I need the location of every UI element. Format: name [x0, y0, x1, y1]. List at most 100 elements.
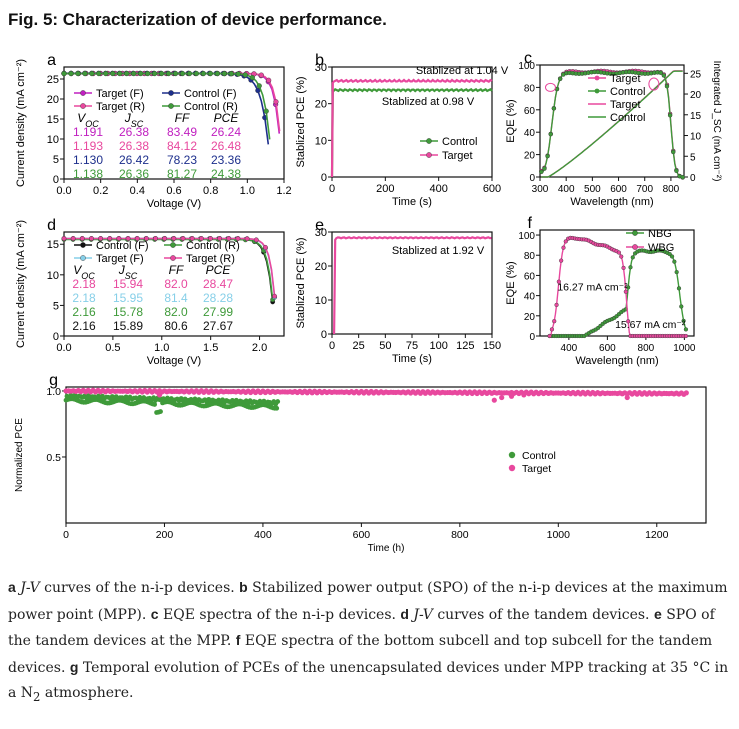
panel-label: a: [47, 52, 56, 69]
y-tick-label: 0: [53, 331, 59, 343]
plot-frame: [63, 231, 285, 337]
data-point: [208, 236, 213, 241]
caption-part: a J-V curves of the n-i-p devices.: [8, 579, 239, 596]
data-point: [551, 106, 557, 111]
x-tick-label: 300: [532, 184, 549, 195]
data-point: [547, 333, 552, 339]
caption-part: f EQE spectra of the bottom subcell and …: [8, 632, 712, 676]
caption-panel-letter: e: [653, 605, 662, 622]
data-point: [680, 175, 685, 180]
data-point: [228, 71, 234, 77]
y-axis-label: Normalized PCE: [14, 418, 25, 492]
x-tick-label: 150: [483, 340, 501, 352]
table-cell: 26.24: [211, 125, 241, 139]
data-point: [626, 285, 631, 290]
x-tick-label: 2.0: [252, 342, 267, 354]
y2-tick-label: 25: [690, 69, 702, 80]
x-axis-label: Time (h): [368, 543, 405, 554]
data-point: [96, 70, 102, 77]
caption-italic: J-V: [15, 580, 40, 596]
legend-control-r-marker: [170, 242, 176, 248]
table-cell: 26.36: [119, 167, 149, 181]
panel-label: b: [315, 52, 324, 69]
table-header-sub: SC: [125, 271, 138, 281]
data-point: [138, 70, 144, 77]
chart-d: 0.0 0.5 1.0 1.5 2.0 0 5 10 15 Voltage (V) Current …: [15, 217, 285, 367]
x-axis-label: Voltage (V): [147, 198, 201, 210]
legend-wbg-label: WBG: [648, 242, 674, 254]
y-tick-label: 20: [524, 312, 536, 323]
y-tick-label: 0.5: [46, 452, 61, 464]
y-tick-label: 20: [315, 261, 327, 273]
data-point: [263, 108, 269, 114]
data-point: [116, 236, 122, 241]
legend-target-f-marker: [80, 90, 86, 96]
x-tick-label: 400: [561, 343, 578, 354]
series-line-1: [330, 78, 493, 178]
y-tick-label: 1.0: [46, 386, 61, 398]
table-header: FF: [175, 111, 190, 125]
annotation-target: Stablized at 1.04 V: [416, 65, 509, 77]
data-point: [552, 319, 557, 324]
legend-control-label: Control: [442, 136, 477, 148]
legend-control-f-marker: [168, 90, 174, 96]
x-tick-label: 1.2: [276, 185, 291, 197]
x-tick-label: 125: [456, 340, 474, 352]
caption-panel-letter: g: [69, 658, 79, 675]
data-point: [235, 71, 241, 77]
table-cell: 81.4: [164, 291, 188, 305]
legend-control-marker: [426, 138, 432, 144]
x-tick-label: 400: [429, 183, 447, 195]
x-tick-label: 1000: [547, 529, 571, 541]
caption-panel-letter: c: [150, 605, 159, 622]
data-point: [75, 70, 81, 77]
table-cell: 28.47: [203, 277, 233, 291]
data-point: [557, 76, 563, 82]
data-point: [256, 83, 262, 89]
legend-label: Control: [610, 86, 645, 98]
y-tick-label: 0: [529, 173, 535, 184]
data-point: [661, 73, 667, 78]
data-point: [134, 236, 140, 241]
data-point: [226, 236, 232, 241]
legend-control-f-label: Control (F): [96, 240, 149, 252]
table-cell: 26.42: [119, 153, 149, 167]
table-cell: 1.193: [73, 139, 103, 153]
annotation-wbg: 16.27 mA cm⁻²: [557, 282, 628, 294]
x-tick-label: 600: [610, 184, 627, 195]
data-point: [539, 169, 544, 175]
x-tick-label: 1000: [673, 343, 696, 354]
table-cell: 80.6: [164, 319, 188, 333]
data-point: [79, 236, 85, 241]
legend-nbg-marker: [632, 230, 638, 236]
chart-a: 0.0 0.2 0.4 0.6 0.8 1.0 1.2 0 5 10 15 20 25 Voltage (…: [15, 52, 292, 210]
caption-text: curves of the tandem devices.: [432, 606, 654, 623]
legend-label: Target: [610, 73, 641, 85]
data-point: [162, 236, 168, 241]
panel-label: d: [47, 217, 56, 234]
data-point: [674, 168, 679, 174]
data-point: [244, 236, 250, 242]
caption-text: SPO of the tandem devices at the MPP.: [8, 606, 715, 650]
data-point: [669, 254, 675, 259]
y-tick-label: 60: [524, 106, 536, 117]
data-point: [628, 265, 633, 270]
x-tick-label: 800: [663, 184, 680, 195]
table-header: FF: [169, 263, 184, 277]
table-cell: 84.12: [167, 139, 197, 153]
data-point: [549, 327, 555, 332]
x-tick-label: 0.6: [166, 185, 181, 197]
data-point: [198, 236, 204, 241]
caption-panel-letter: f: [235, 632, 241, 648]
y-tick-label: 100: [518, 61, 535, 72]
data-point: [89, 70, 95, 77]
data-point: [545, 153, 550, 159]
panel-label: c: [524, 50, 532, 67]
y-tick-label: 25: [47, 74, 59, 86]
x-tick-label: 800: [638, 343, 655, 354]
table-cell: 15.94: [113, 277, 143, 291]
y-tick-label: 5: [53, 300, 59, 312]
chart-e: 0 25 50 75 100 125 150 0 10 20 30 Time (s) Stablized…: [295, 217, 501, 365]
data-point: [630, 255, 635, 260]
data-point: [186, 70, 193, 77]
